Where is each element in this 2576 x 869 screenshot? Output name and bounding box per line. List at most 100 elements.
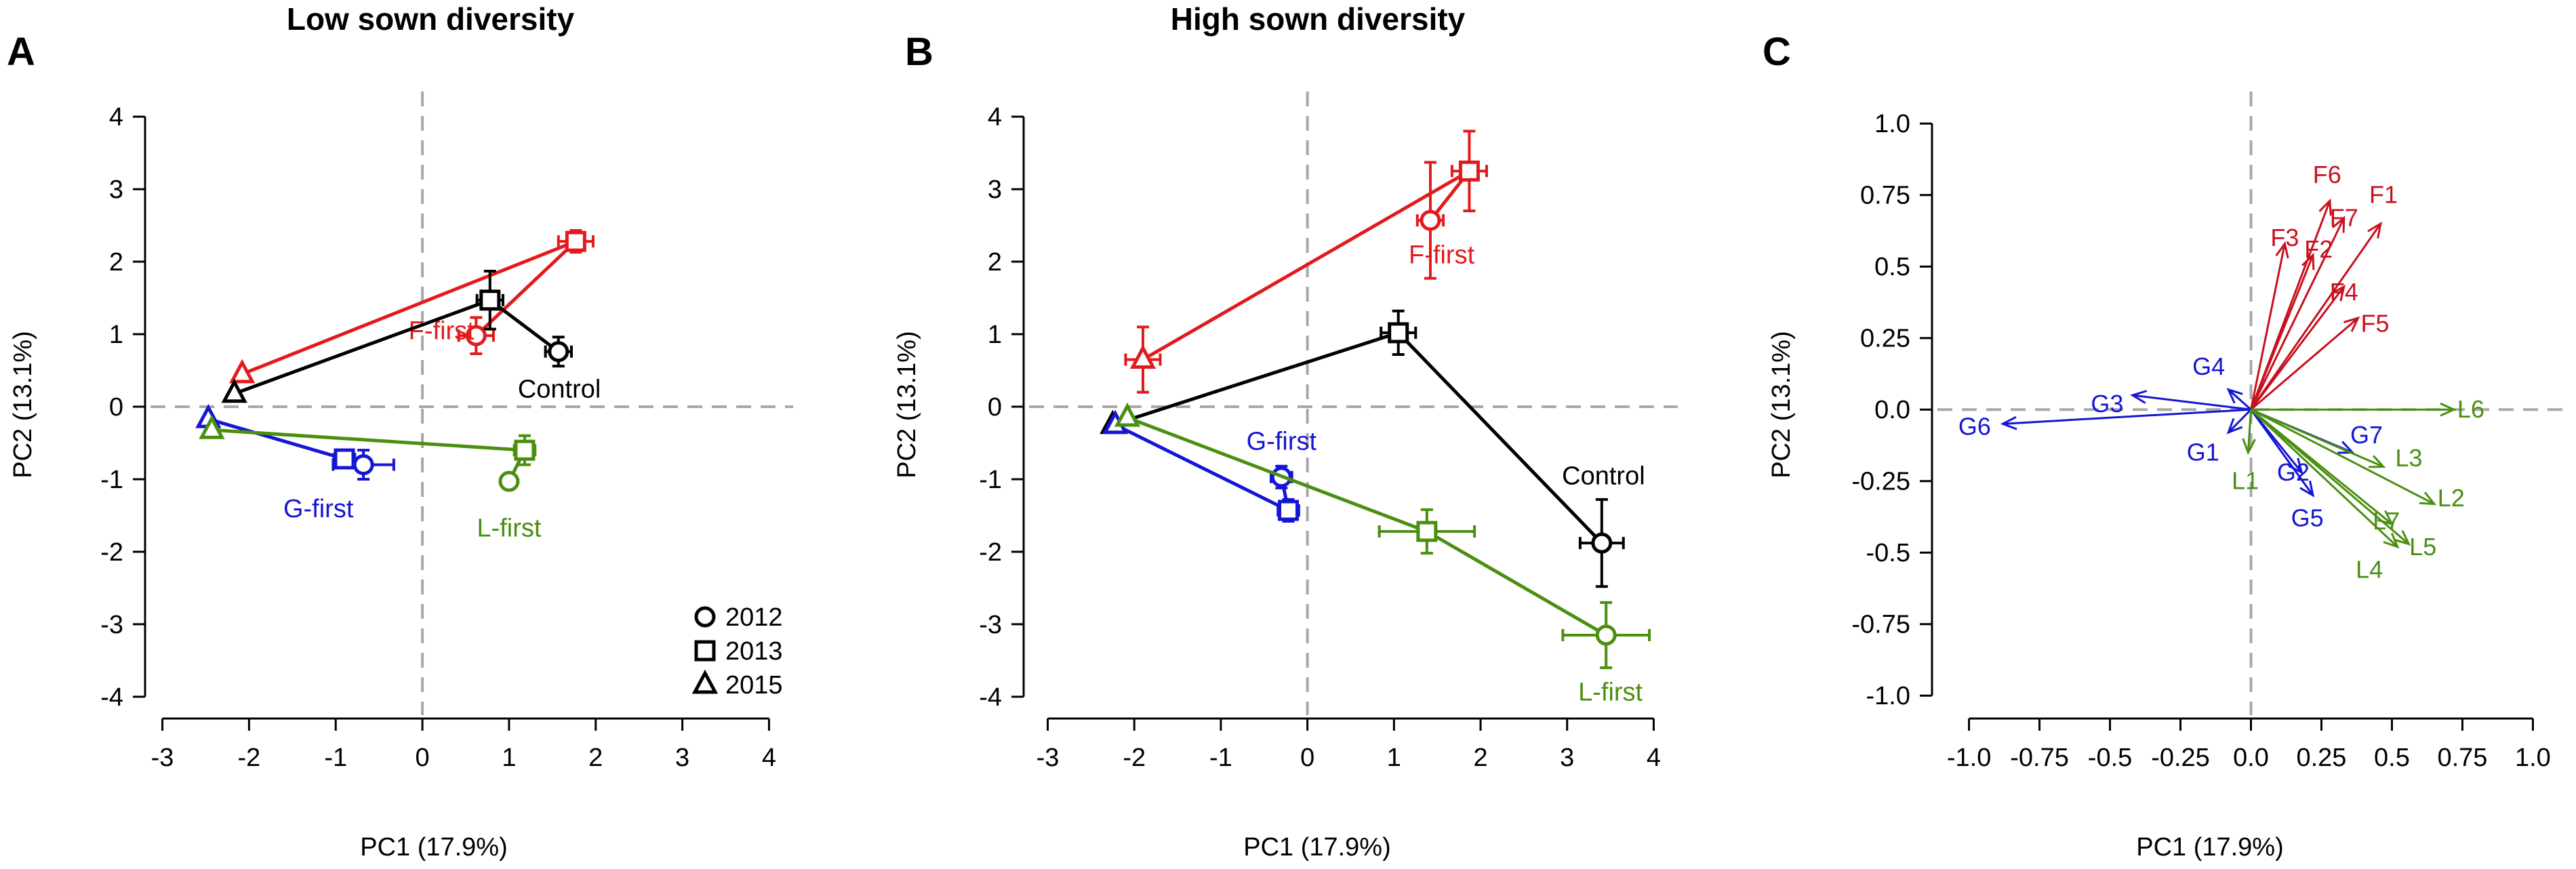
vector-g1-arrowhead bbox=[2226, 418, 2243, 435]
panel-a-g-first-point-2012 bbox=[353, 454, 374, 476]
legend-marker-2015 bbox=[691, 669, 719, 694]
panel-b-x-axis-title: PC1 (17.9%) bbox=[1243, 833, 1391, 862]
panel-a-y-tick-label: -3 bbox=[100, 611, 123, 639]
panel-a-f-first-point-2015 bbox=[229, 359, 256, 384]
vector-g2-label: G2 bbox=[2277, 458, 2310, 486]
vector-l5-arrowhead bbox=[2394, 530, 2411, 546]
panel-b-l-first-point-2013 bbox=[1416, 521, 1438, 542]
panel-c-x-tick-label: -0.25 bbox=[2151, 744, 2210, 772]
panel-a-letter: A bbox=[7, 30, 35, 74]
panel-a-y-tick-label: -2 bbox=[100, 538, 123, 567]
panel-b-y-tick-label: -1 bbox=[979, 466, 1002, 494]
vector-l2-arrowhead bbox=[2419, 491, 2437, 506]
vector-l2 bbox=[2250, 408, 2435, 505]
vector-g1 bbox=[2228, 409, 2252, 434]
panel-a-l-first-label: L-first bbox=[477, 514, 541, 543]
panel-a-l-first-point-2013 bbox=[514, 439, 536, 461]
panel-b-x-tick-label: -3 bbox=[1037, 744, 1060, 772]
panel-b-y-tick-label: 0 bbox=[988, 393, 1002, 422]
panel-a-g-first-label: G-first bbox=[283, 495, 354, 523]
panel-c-y-tick-label: -0.5 bbox=[1866, 539, 1910, 567]
panel-b-control-point-2012 bbox=[1591, 532, 1613, 554]
vector-f3-arrowhead bbox=[2275, 241, 2289, 259]
vector-l2-label: L2 bbox=[2438, 484, 2465, 512]
vector-f2-arrowhead bbox=[2301, 252, 2315, 270]
legend-marker-2013 bbox=[694, 640, 716, 662]
panel-a-l-first-point-2012 bbox=[498, 470, 520, 492]
panel-b-y-tick-label: -3 bbox=[979, 611, 1002, 639]
vector-g1-label: G1 bbox=[2187, 439, 2219, 466]
panel-b-y-tick-label: 1 bbox=[988, 321, 1002, 349]
panel-a-x-tick-label: 0 bbox=[416, 744, 430, 772]
panel-c-y-tick-label: 1.0 bbox=[1874, 110, 1910, 138]
panel-b-l-first-point-2012 bbox=[1595, 624, 1617, 646]
vector-f2-label: F2 bbox=[2304, 235, 2333, 263]
panel-b-l-first-label: L-first bbox=[1578, 678, 1643, 706]
vector-f1 bbox=[2250, 223, 2382, 411]
panel-b-g-first-point-2013 bbox=[1278, 500, 1300, 521]
vector-f5 bbox=[2250, 317, 2359, 411]
panel-c-y-tick-label: -0.25 bbox=[1851, 468, 1910, 496]
panel-c-x-tick-label: 0.25 bbox=[2296, 744, 2346, 772]
vector-g6-arrowhead bbox=[2000, 416, 2017, 430]
vector-l4-label: L4 bbox=[2356, 556, 2383, 584]
legend-marker-2012 bbox=[694, 606, 716, 628]
panel-b-x-tick-label: 2 bbox=[1473, 744, 1487, 772]
panel-b-letter: B bbox=[905, 30, 933, 74]
panel-a-title: Low sown diversity bbox=[287, 1, 575, 37]
panel-b-x-tick-label: 3 bbox=[1560, 744, 1574, 772]
vector-l3-arrowhead bbox=[2368, 455, 2386, 468]
panel-b: B High sown diversity PC1 (17.9%) PC2 (1… bbox=[893, 1, 1678, 862]
panel-c-plot: -1.0-0.75-0.5-0.250.00.250.50.751.0-1.0-… bbox=[1851, 92, 2568, 772]
vector-g7-label: G7 bbox=[2350, 421, 2383, 449]
vector-l1-arrowhead bbox=[2242, 438, 2256, 456]
panel-a-y-tick-label: -1 bbox=[100, 466, 123, 494]
vector-g4-arrowhead bbox=[2226, 388, 2243, 404]
vector-f3 bbox=[2250, 243, 2286, 410]
legend-label-2013: 2013 bbox=[725, 637, 783, 666]
vector-f7 bbox=[2250, 217, 2346, 410]
vector-l5 bbox=[2250, 409, 2410, 545]
panel-b-x-tick-label: 1 bbox=[1387, 744, 1401, 772]
panel-a-plot: -4 -3 -2 -1 0 1 2 3 4 -3 -2 -1 0 1 2 3 4 F-first Control G-… bbox=[100, 92, 793, 772]
vector-f1-arrowhead bbox=[2367, 221, 2382, 239]
panel-c-y-tick-label: -0.75 bbox=[1851, 611, 1910, 639]
panel-c-y-tick-label: 0.25 bbox=[1860, 325, 1910, 353]
panel-b-y-tick-label: 2 bbox=[988, 248, 1002, 277]
panel-c-y-tick-label: 0.5 bbox=[1874, 253, 1910, 281]
vector-l4 bbox=[2250, 409, 2398, 548]
vector-f4-label: F4 bbox=[2330, 278, 2358, 306]
panel-c-x-tick-label: -0.5 bbox=[2088, 744, 2132, 772]
panel-b-control-label: Control bbox=[1562, 462, 1645, 491]
panel-b-g-first-label: G-first bbox=[1247, 427, 1317, 456]
panel-b-y-axis-title: PC2 (13.1%) bbox=[893, 331, 921, 479]
panel-a-x-tick-label: -1 bbox=[324, 744, 347, 772]
vector-l1 bbox=[2247, 409, 2252, 453]
panel-c-x-tick-label: 0.5 bbox=[2374, 744, 2410, 772]
vector-l1-label: L1 bbox=[2232, 467, 2259, 495]
panel-a-y-tick-label: 2 bbox=[109, 248, 123, 277]
panel-b-y-tick-label: -4 bbox=[979, 683, 1002, 712]
panel-a-control-point-2012 bbox=[548, 341, 569, 363]
panel-b-x-tick-label: -2 bbox=[1123, 744, 1146, 772]
panel-a-y-tick-label: 4 bbox=[109, 103, 123, 132]
vector-f6-label: F6 bbox=[2313, 161, 2341, 188]
panel-b-f-first-point-2015 bbox=[1129, 344, 1156, 369]
vector-f3-label: F3 bbox=[2270, 224, 2299, 251]
panel-b-l-first-point-2015 bbox=[1114, 402, 1141, 427]
vector-g5-arrowhead bbox=[2299, 480, 2315, 498]
panel-a: A Low sown diversity PC1 (17.9%) PC2 (13… bbox=[7, 1, 793, 862]
vector-l6-label: L6 bbox=[2457, 395, 2484, 423]
panel-c-y-axis-title: PC2 (13.1%) bbox=[1767, 331, 1796, 479]
vector-g3-arrowhead bbox=[2130, 390, 2148, 404]
vector-g4 bbox=[2228, 388, 2252, 411]
panel-a-x-tick-label: 2 bbox=[588, 744, 603, 772]
panel-a-f-first-label: F-first bbox=[409, 317, 475, 346]
panel-b-x-tick-label: -1 bbox=[1209, 744, 1232, 772]
panel-a-g-first-point-2013 bbox=[334, 448, 355, 470]
vector-g5 bbox=[2250, 409, 2314, 496]
vector-f5-label: F5 bbox=[2360, 310, 2389, 338]
panel-b-f-first-point-2013 bbox=[1458, 160, 1480, 182]
vector-l3-label: L3 bbox=[2395, 444, 2422, 472]
